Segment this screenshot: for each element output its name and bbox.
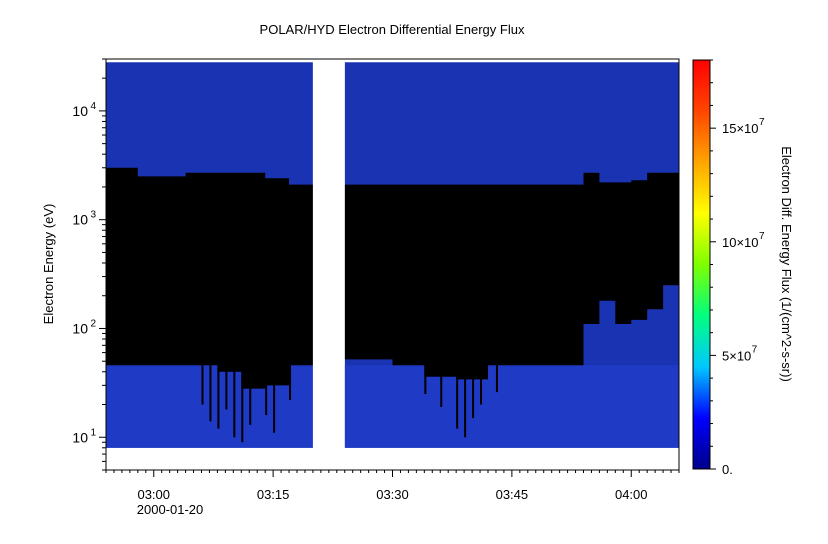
flux-spike [480,365,483,405]
colorbar [692,59,711,470]
colorbar-tick-label: 15×10 [722,121,759,136]
colorbar-tick-label: 10×10 [722,235,759,250]
colorbar-tick-label: 0. [722,462,733,477]
flux-spike [217,365,220,429]
y-tick-exponent: 2 [90,318,96,329]
colorbar-axis: 0.5×10 710×10 715×10 7 [710,59,765,477]
flux-spike [209,365,212,422]
flux-spike [440,365,443,407]
flux-spike [472,365,475,419]
x-tick-label: 03:00 [137,487,170,502]
y-tick-label: 10 [72,212,88,228]
y-tick-exponent: 3 [90,210,96,221]
flux-spike [241,365,244,443]
flux-spike [273,365,276,433]
data-gap [312,60,345,469]
y-tick-label: 10 [72,429,88,445]
colorbar-tick-exponent: 7 [759,231,765,242]
colorbar-tick-label: 5×10 [722,348,751,363]
flux-spike [424,365,427,394]
colorbar-label: Electron Diff. Energy Flux (1/(cm^2-s-sr… [779,146,794,382]
flux-spike [456,365,459,429]
flux-spike [233,365,236,438]
colorbar-tick-exponent: 7 [759,117,765,128]
plot-area [106,60,679,469]
x-tick-label: 04:00 [615,487,648,502]
y-tick-exponent: 1 [90,427,96,438]
flux-spike [495,365,498,393]
y-tick-label: 10 [72,320,88,336]
no-flux-band-2 [344,172,679,380]
flux-spike [201,365,204,405]
x-tick-label: 03:15 [257,487,290,502]
x-tick-label: 03:45 [496,487,529,502]
x-axis: 03:00 03:15 03:30 03:45 04:00 [105,470,680,502]
flux-spike [265,365,268,416]
y-axis-label: Electron Energy (eV) [41,204,56,325]
y-tick-exponent: 4 [90,101,96,112]
no-flux-band-1 [106,167,313,389]
flux-spike [225,365,228,410]
y-tick-label: 10 [72,103,88,119]
colorbar-tick-exponent: 7 [752,344,758,355]
x-tick-label: 03:30 [376,487,409,502]
flux-spike [249,365,252,425]
x-axis-date-label: 2000-01-20 [137,502,204,517]
chart-title: POLAR/HYD Electron Differential Energy F… [260,22,525,37]
flux-spike [464,365,467,438]
flux-spike [289,365,292,401]
low-energy-flux-2 [344,365,679,448]
